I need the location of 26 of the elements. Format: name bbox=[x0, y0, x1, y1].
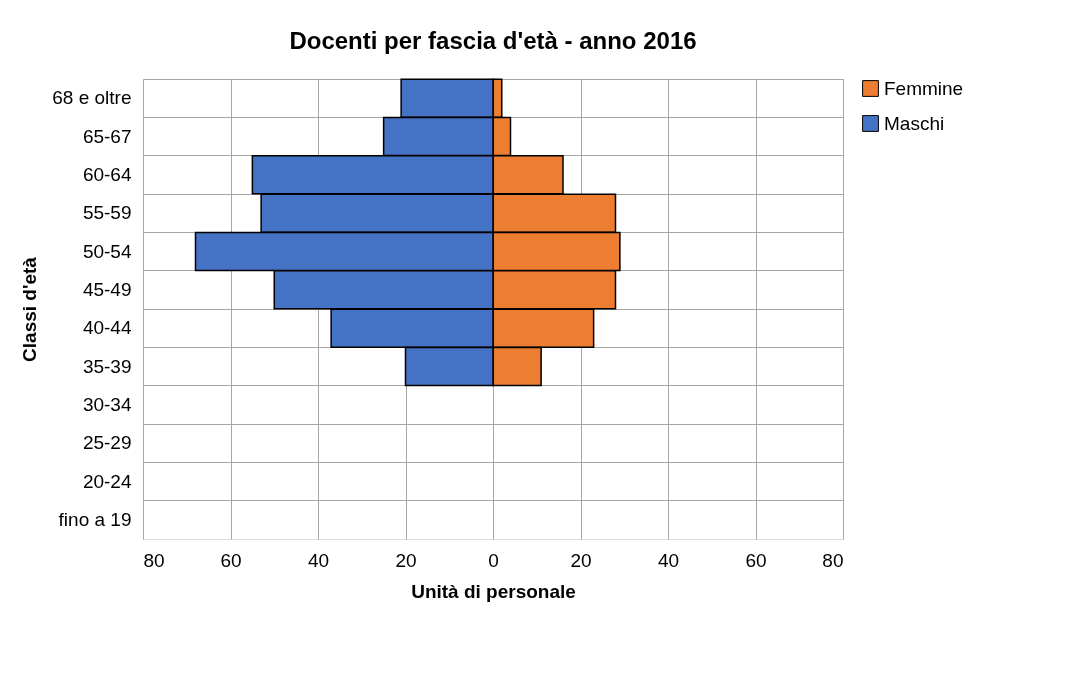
chart-title: Docenti per fascia d'età - anno 2016 bbox=[289, 27, 697, 55]
legend-label: Femmine bbox=[884, 77, 964, 99]
y-tick-label: 50-54 bbox=[82, 240, 132, 262]
x-tick-label: 20 bbox=[395, 549, 417, 571]
y-tick-label: 35-39 bbox=[82, 355, 132, 377]
x-tick-label: 20 bbox=[570, 549, 592, 571]
y-tick-label: 68 e oltre bbox=[52, 87, 132, 109]
y-tick-label: 25-29 bbox=[82, 432, 132, 454]
y-tick-label: 30-34 bbox=[82, 393, 132, 415]
y-tick-label: 60-64 bbox=[82, 163, 132, 185]
y-tick-label: 40-44 bbox=[82, 317, 132, 339]
y-axis-title: Classi d'età bbox=[19, 256, 41, 362]
legend-label: Maschi bbox=[884, 112, 945, 134]
y-tick-label: fino a 19 bbox=[58, 508, 132, 530]
y-tick-label: 65-67 bbox=[82, 125, 132, 147]
x-tick-label: 40 bbox=[657, 549, 680, 571]
x-tick-label: 60 bbox=[745, 549, 767, 571]
y-tick-label: 20-24 bbox=[82, 470, 132, 492]
x-tick-label: 80 bbox=[143, 549, 165, 571]
x-tick-label: 40 bbox=[307, 549, 330, 571]
x-tick-label: 60 bbox=[220, 549, 242, 571]
y-tick-label: 45-49 bbox=[82, 278, 132, 300]
x-axis-title: Unità di personale bbox=[411, 580, 576, 602]
x-tick-label: 0 bbox=[488, 549, 499, 571]
y-tick-label: 55-59 bbox=[82, 202, 132, 224]
x-tick-label: 80 bbox=[822, 549, 844, 571]
